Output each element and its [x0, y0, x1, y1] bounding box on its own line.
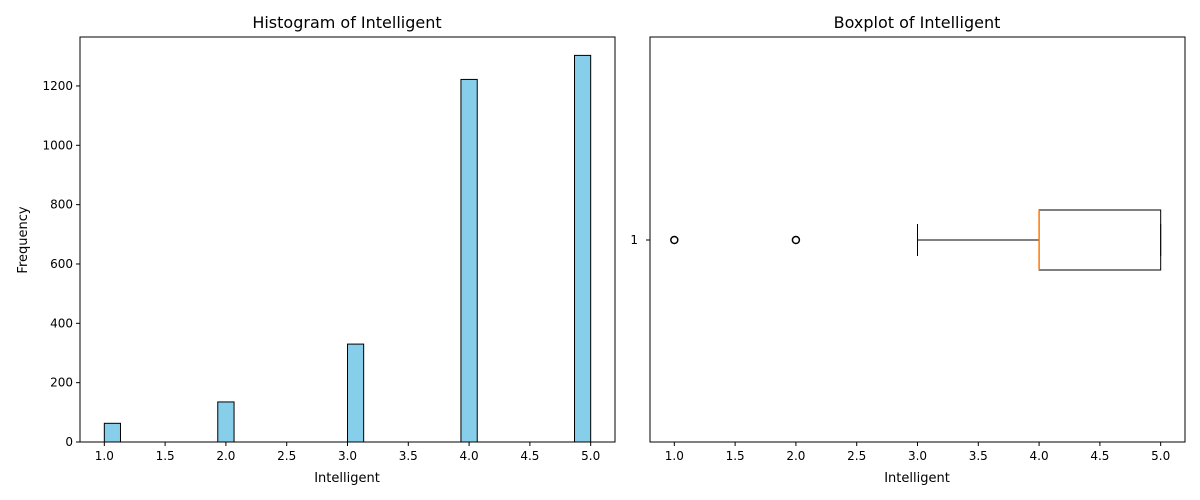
- histogram-y-tick-label: 0: [65, 435, 73, 449]
- histogram-bar-4: [460, 78, 478, 443]
- histogram-bar-1: [103, 422, 121, 443]
- boxplot-x-axis-label: Intelligent: [884, 471, 950, 486]
- histogram-x-tick-label: 1.5: [156, 449, 175, 463]
- histogram-bar-2: [217, 401, 235, 443]
- histogram-x-tick-label: 2.5: [277, 449, 296, 463]
- boxplot-outlier: [670, 235, 679, 245]
- histogram-x-tick-label: 5.0: [581, 449, 600, 463]
- boxplot-panel: Boxplot of Intelligent 1.0 1.5 2.0 2.5 3.0 3.…: [630, 13, 1186, 486]
- boxplot-outlier: [791, 235, 801, 245]
- boxplot-box: [1038, 209, 1162, 271]
- boxplot-x-tick-label: 2.0: [786, 449, 805, 463]
- histogram-x-axis-label: Intelligent: [314, 471, 380, 486]
- histogram-x-tick-label: 2.0: [216, 449, 235, 463]
- histogram-x-tick-label: 4.0: [460, 449, 479, 463]
- histogram-y-axis-label: Frequency: [16, 206, 31, 273]
- histogram-y-tick-label: 800: [50, 198, 73, 212]
- boxplot-x-tick-label: 4.5: [1090, 449, 1109, 463]
- boxplot-x-tick-label: 5.0: [1151, 449, 1170, 463]
- histogram-x-tick-label: 3.0: [338, 449, 357, 463]
- histogram-panel: Histogram of Intelligent 1.0 1.5 2.0 2.5 3.0…: [16, 13, 616, 486]
- boxplot-x-tick-label: 1.5: [726, 449, 745, 463]
- histogram-y-tick-label: 1200: [42, 79, 73, 93]
- histogram-y-tick-label: 1000: [42, 138, 73, 152]
- boxplot-x-tick-label: 2.5: [847, 449, 866, 463]
- histogram-title: Histogram of Intelligent: [252, 13, 441, 32]
- boxplot-marks: [670, 209, 1162, 271]
- boxplot-title: Boxplot of Intelligent: [834, 13, 1001, 32]
- histogram-bar-5: [574, 54, 592, 443]
- boxplot-x-tick-label: 4.0: [1030, 449, 1049, 463]
- boxplot-x-tick-label: 1.0: [665, 449, 684, 463]
- histogram-y-tick-label: 400: [50, 316, 73, 330]
- histogram-x-tick-label: 1.0: [95, 449, 114, 463]
- boxplot-x-tick-label: 3.5: [969, 449, 988, 463]
- boxplot-y-tick-label: 1: [630, 233, 638, 247]
- histogram-bar-3: [347, 343, 365, 443]
- histogram-x-tick-label: 3.5: [399, 449, 418, 463]
- boxplot-y-ticks: 1: [630, 233, 650, 247]
- histogram-y-tick-label: 600: [50, 257, 73, 271]
- histogram-y-ticks: 0 200 400 600 800 1000 1200: [42, 79, 80, 449]
- histogram-bars: [103, 54, 592, 443]
- histogram-x-ticks: 1.0 1.5 2.0 2.5 3.0 3.5 4.0 4.5 5.0: [95, 442, 600, 463]
- boxplot-x-ticks: 1.0 1.5 2.0 2.5 3.0 3.5 4.0 4.5 5.0: [665, 442, 1170, 463]
- histogram-y-tick-label: 200: [50, 376, 73, 390]
- histogram-x-tick-label: 4.5: [520, 449, 539, 463]
- boxplot-x-tick-label: 3.0: [908, 449, 927, 463]
